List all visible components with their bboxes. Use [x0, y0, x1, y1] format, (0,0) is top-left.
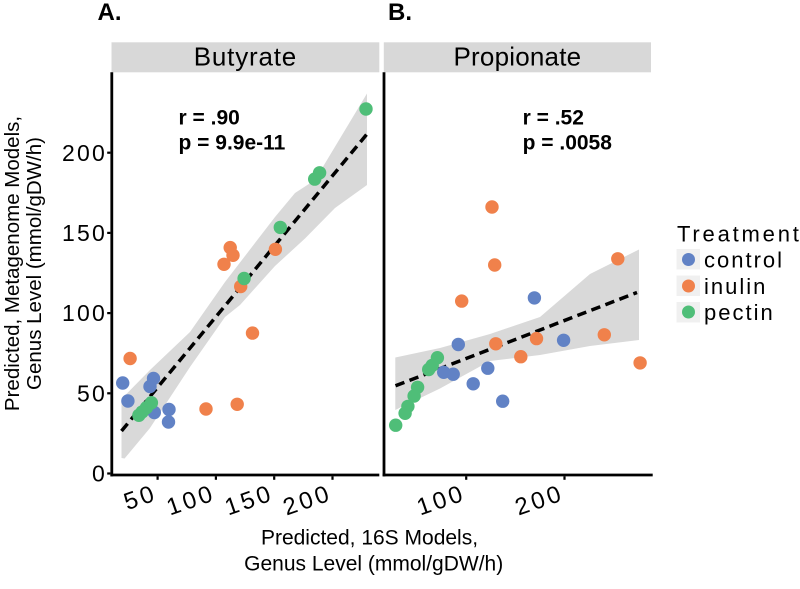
- svg-text:B.: B.: [388, 0, 412, 26]
- svg-text:0: 0: [92, 461, 107, 487]
- svg-text:200: 200: [512, 480, 568, 522]
- svg-text:100: 100: [413, 480, 469, 522]
- svg-text:Treatment: Treatment: [677, 222, 800, 247]
- svg-text:150: 150: [221, 480, 277, 522]
- svg-text:50: 50: [77, 380, 107, 406]
- svg-text:p = 9.9e-11: p = 9.9e-11: [179, 131, 286, 154]
- svg-text:Predicted, Metagenome Models,: Predicted, Metagenome Models,: [1, 116, 24, 411]
- svg-text:Predicted, 16S Models,: Predicted, 16S Models,: [261, 527, 478, 550]
- svg-text:Propionate: Propionate: [454, 42, 582, 72]
- svg-text:control: control: [704, 248, 784, 273]
- svg-text:200: 200: [280, 480, 336, 522]
- svg-text:100: 100: [62, 300, 107, 326]
- svg-text:150: 150: [62, 220, 107, 246]
- svg-text:pectin: pectin: [704, 300, 775, 325]
- svg-text:inulin: inulin: [704, 274, 767, 299]
- svg-text:Genus Level (mmol/gDW/h): Genus Level (mmol/gDW/h): [244, 553, 503, 576]
- svg-text:r = .90: r = .90: [179, 106, 240, 129]
- svg-text:A.: A.: [98, 0, 122, 26]
- svg-text:200: 200: [62, 140, 107, 166]
- svg-text:50: 50: [120, 480, 160, 516]
- svg-text:p = .0058: p = .0058: [523, 131, 613, 154]
- svg-text:100: 100: [163, 480, 219, 522]
- svg-text:r = .52: r = .52: [523, 106, 584, 129]
- svg-text:Butyrate: Butyrate: [194, 42, 297, 72]
- svg-text:Genus Level (mmol/gDW/h): Genus Level (mmol/gDW/h): [23, 137, 46, 390]
